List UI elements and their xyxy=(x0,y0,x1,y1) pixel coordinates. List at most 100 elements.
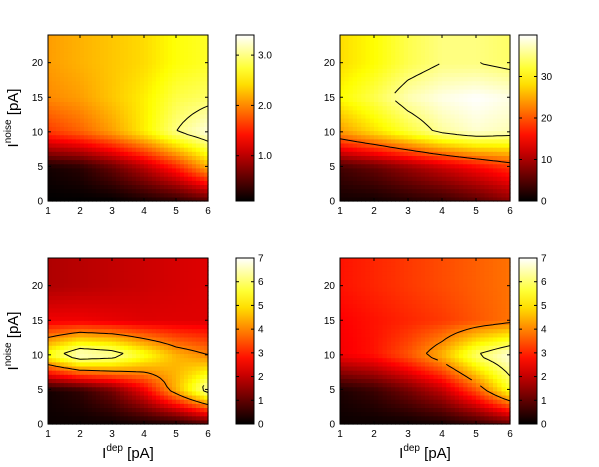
heatmap-cell xyxy=(180,419,185,425)
heatmap-cell xyxy=(116,295,121,301)
heatmap-cell xyxy=(476,196,481,202)
heatmap-cell xyxy=(140,151,145,156)
heatmap-cell xyxy=(84,336,89,342)
heatmap-cell xyxy=(128,336,133,342)
heatmap-cell xyxy=(60,394,65,400)
heatmap-cell xyxy=(52,307,57,313)
heatmap-cell xyxy=(196,378,201,384)
heatmap-cell xyxy=(450,118,456,123)
heatmap-cell xyxy=(497,109,503,115)
heatmap-cell xyxy=(156,184,161,190)
heatmap-cell xyxy=(450,39,456,44)
heatmap-cell xyxy=(96,151,101,156)
heatmap-cell xyxy=(168,403,173,408)
heatmap-cell xyxy=(148,282,153,288)
heatmap-cell xyxy=(344,47,350,53)
heatmap-cell xyxy=(160,411,165,417)
heatmap-cell xyxy=(200,357,205,363)
heatmap-cell xyxy=(80,151,85,156)
heatmap-cell xyxy=(484,188,490,194)
heatmap-cell xyxy=(357,176,362,181)
heatmap-cell xyxy=(60,109,65,115)
heatmap-cell xyxy=(442,97,447,102)
heatmap-cell xyxy=(501,134,507,140)
heatmap-cell xyxy=(348,142,354,148)
heatmap-cell xyxy=(60,80,65,86)
heatmap-cell xyxy=(188,415,193,421)
heatmap-cell xyxy=(196,180,201,185)
heatmap-cell xyxy=(200,270,205,276)
heatmap-cell xyxy=(88,311,93,317)
heatmap-cell xyxy=(104,320,109,325)
heatmap-cell xyxy=(369,76,375,82)
heatmap-cell xyxy=(144,287,149,292)
heatmap-cell xyxy=(96,320,101,325)
heatmap-cell xyxy=(188,270,193,276)
heatmap-cell xyxy=(92,386,97,392)
heatmap-cell xyxy=(100,97,105,102)
heatmap-cell xyxy=(140,180,145,185)
heatmap-cell xyxy=(60,407,65,413)
heatmap-cell xyxy=(88,155,93,161)
heatmap-cell xyxy=(416,176,422,181)
heatmap-cell xyxy=(471,122,477,127)
heatmap-cell xyxy=(172,374,177,379)
heatmap-cell xyxy=(72,399,77,404)
heatmap-cell xyxy=(80,295,85,301)
heatmap-cell xyxy=(180,270,185,276)
heatmap-cell xyxy=(344,105,350,111)
heatmap-cell xyxy=(395,130,401,136)
heatmap-cell xyxy=(148,109,153,115)
heatmap-cell xyxy=(369,118,375,123)
heatmap-cell xyxy=(386,151,392,156)
heatmap-cell xyxy=(454,147,460,152)
heatmap-cell xyxy=(148,35,153,40)
heatmap-cell xyxy=(391,105,396,111)
heatmap-cell xyxy=(92,258,97,263)
heatmap-cell xyxy=(196,151,201,156)
heatmap-cell xyxy=(200,282,205,288)
heatmap-cell xyxy=(76,386,81,392)
heatmap-cell xyxy=(471,196,477,202)
heatmap-cell xyxy=(148,59,153,65)
heatmap-cell xyxy=(64,266,69,272)
heatmap-cell xyxy=(92,390,97,396)
heatmap-cell xyxy=(88,328,93,334)
heatmap-cell xyxy=(72,47,77,53)
heatmap-cell xyxy=(64,291,69,296)
heatmap-cell xyxy=(386,68,392,73)
heatmap-cell xyxy=(148,295,153,301)
heatmap-cell xyxy=(152,407,157,413)
heatmap-cell xyxy=(128,47,133,53)
heatmap-cell xyxy=(116,113,121,119)
heatmap-cell xyxy=(112,419,117,425)
heatmap-cell xyxy=(168,84,173,90)
heatmap-cell xyxy=(88,386,93,392)
heatmap-cell xyxy=(72,270,77,276)
heatmap-cell xyxy=(344,51,350,57)
heatmap-cell xyxy=(68,332,73,338)
heatmap-cell xyxy=(48,101,53,107)
heatmap-cell xyxy=(365,122,371,127)
heatmap-cell xyxy=(120,80,125,86)
heatmap-cell xyxy=(164,130,169,136)
heatmap-cell xyxy=(132,399,137,404)
heatmap-cell xyxy=(104,345,109,350)
heatmap-cell xyxy=(136,126,141,132)
heatmap-cell xyxy=(412,88,418,94)
heatmap-cell xyxy=(493,151,498,156)
heatmap-cell xyxy=(365,88,371,94)
heatmap-cell xyxy=(459,171,464,177)
heatmap-cell xyxy=(493,118,498,123)
heatmap-cell xyxy=(128,324,133,330)
heatmap-cell xyxy=(72,192,77,198)
heatmap-cell xyxy=(204,295,209,301)
heatmap-cell xyxy=(361,147,367,152)
heatmap-cell xyxy=(116,274,121,280)
heatmap-cell xyxy=(92,109,97,115)
heatmap-cell xyxy=(505,72,511,78)
heatmap-cell xyxy=(416,55,422,61)
heatmap-cell xyxy=(378,47,384,53)
heatmap-cell xyxy=(348,196,354,202)
